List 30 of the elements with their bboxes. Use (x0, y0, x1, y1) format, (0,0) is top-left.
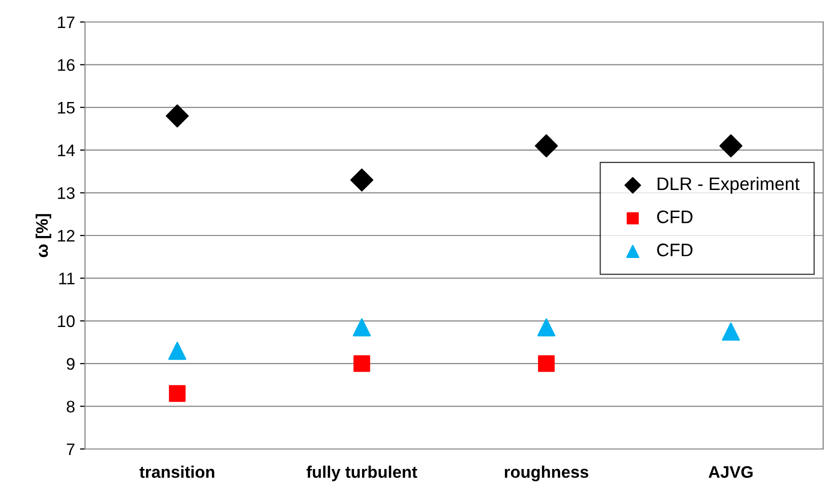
y-tick-label: 7 (66, 444, 74, 456)
y-tick-label: 15 (58, 102, 75, 114)
legend-label: DLR - Experiment (658, 176, 800, 194)
y-tick-label: 17 (58, 16, 74, 28)
point (537, 318, 556, 336)
legend-label: CFD (657, 244, 692, 256)
x-tick-label: roughness (504, 466, 588, 482)
point (353, 355, 370, 372)
point (352, 318, 371, 336)
y-tick-label: 16 (58, 59, 75, 71)
x-tick-label: transition (140, 466, 214, 478)
point (534, 134, 558, 158)
point (168, 385, 186, 402)
point (538, 355, 555, 372)
x-tick-label: fully turbulent (306, 466, 418, 482)
y-tick-label: 12 (58, 230, 74, 242)
y-tick-label: 8 (66, 400, 75, 413)
y-axis-title: ω [%] (36, 214, 52, 258)
y-tick-label: 14 (58, 144, 75, 156)
point (722, 322, 740, 341)
point (719, 134, 742, 158)
x-tick-label: AJVG (708, 466, 753, 478)
point (350, 168, 374, 192)
y-tick-label: 11 (59, 272, 74, 284)
y-tick-label: 10 (58, 315, 75, 328)
point (168, 342, 186, 360)
y-tick-label: 9 (66, 358, 74, 370)
legend-label: CFD (657, 210, 692, 224)
y-tick-label: 13 (58, 187, 75, 200)
point (166, 104, 189, 128)
